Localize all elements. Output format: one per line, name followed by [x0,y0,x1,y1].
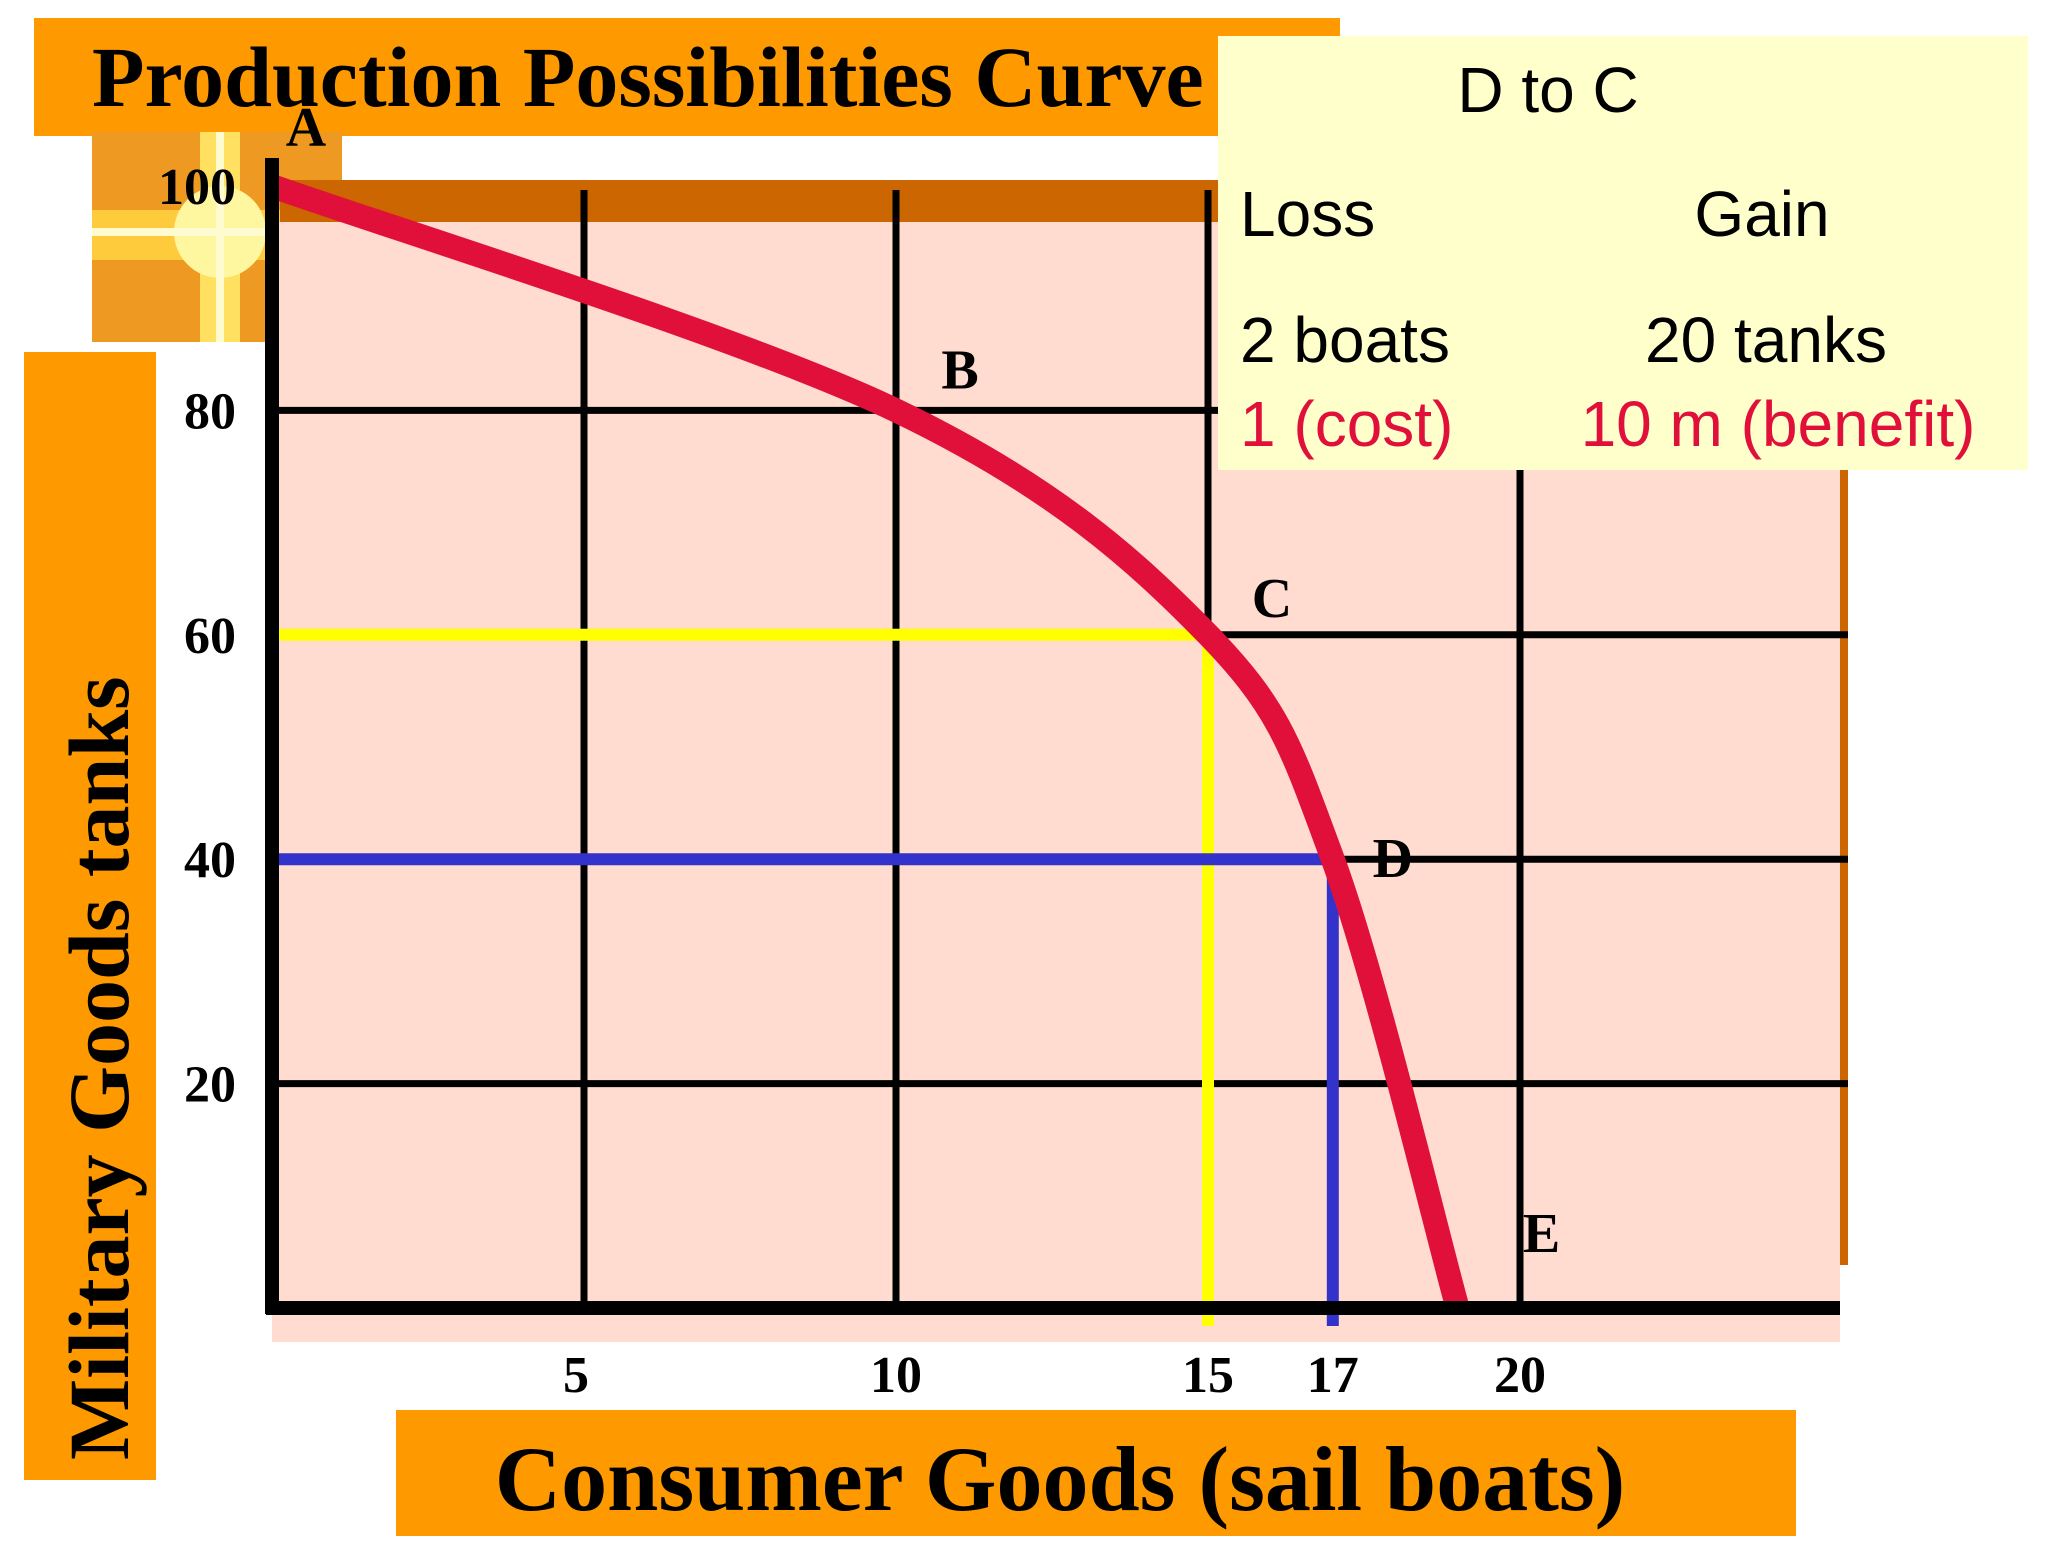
x-tick-label-20: 20 [1494,1347,1546,1404]
gain-value: 20 tanks [1645,304,1887,376]
axes [265,158,1840,1315]
y-axis-label: Military Goods tanks [51,676,147,1460]
tick-labels: 5 10 15 17 20 20 40 60 80 100 [158,159,1546,1404]
xlabel-banner [396,1410,1796,1536]
title-banner [34,18,1340,136]
x-axis-label: Consumer Goods (sail boats) [495,1428,1626,1530]
ppc-curve [267,174,1470,1312]
y-tick-label-80: 80 [184,383,236,440]
point-label-C: C [1252,568,1292,630]
y-tick-label-100: 100 [158,159,236,216]
point-label-D: D [1373,828,1413,890]
loss-value: 2 boats [1240,304,1450,376]
info-box: D to C Loss Gain 2 boats 20 tanks 1 (cos… [1218,36,2028,470]
ylabel-banner [24,352,156,1480]
point-label-E: E [1523,1203,1560,1265]
y-tick-label-40: 40 [184,832,236,889]
point-label-A: A [286,97,327,159]
guides [272,628,1339,1326]
info-title: D to C [1457,54,1638,126]
y-tick-label-20: 20 [184,1057,236,1114]
gain-note: 10 m (benefit) [1581,388,1976,460]
x-tick-label-10: 10 [870,1347,922,1404]
chart-title: Production Possibilities Curve [92,29,1204,125]
curve-layer [267,174,1470,1312]
loss-note: 1 (cost) [1240,388,1453,460]
x-tick-label-15: 15 [1182,1347,1234,1404]
gain-header: Gain [1694,178,1829,250]
loss-header: Loss [1240,178,1375,250]
x-tick-label-5: 5 [563,1347,589,1404]
point-label-B: B [941,339,978,401]
x-tick-label-17: 17 [1307,1347,1359,1404]
y-tick-label-60: 60 [184,608,236,665]
point-labels: A B C D E [286,97,1561,1265]
